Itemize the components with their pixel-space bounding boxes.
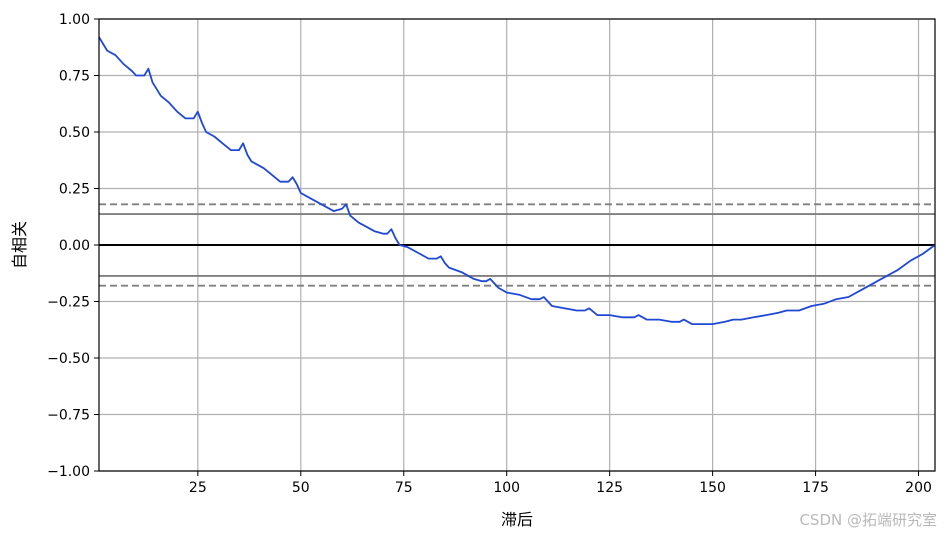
- x-tick-label: 25: [189, 480, 207, 496]
- y-axis-ticks: −1.00 −0.75 −0.50 −0.25 0.00 0.25 0.50 0.75 1.00: [47, 12, 99, 480]
- y-tick-label: −0.75: [47, 408, 90, 424]
- y-tick-label: 0.75: [59, 69, 90, 85]
- y-axis-label: 自相关: [10, 221, 29, 269]
- x-tick-label: 200: [905, 480, 932, 496]
- confidence-lines: [99, 203, 935, 287]
- watermark: CSDN @拓端研究室: [799, 511, 937, 529]
- x-tick-label: 100: [493, 480, 520, 496]
- x-tick-label: 75: [395, 480, 413, 496]
- y-tick-label: 0.50: [59, 125, 90, 141]
- y-tick-label: −1.00: [47, 464, 90, 480]
- y-tick-label: 0.00: [59, 238, 90, 254]
- x-axis-ticks: 25 50 75 100 125 150 175 200: [189, 471, 932, 496]
- y-tick-label: −0.25: [47, 295, 90, 311]
- x-tick-label: 150: [699, 480, 726, 496]
- x-tick-label: 175: [802, 480, 829, 496]
- x-axis-label: 滞后: [501, 510, 533, 529]
- y-tick-label: −0.50: [47, 351, 90, 367]
- acf-series-line: [98, 36, 936, 325]
- y-tick-label: 0.25: [59, 182, 90, 198]
- x-tick-label: 50: [292, 480, 310, 496]
- x-tick-label: 125: [596, 480, 623, 496]
- series-layer: [98, 36, 936, 325]
- y-tick-label: 1.00: [59, 12, 90, 28]
